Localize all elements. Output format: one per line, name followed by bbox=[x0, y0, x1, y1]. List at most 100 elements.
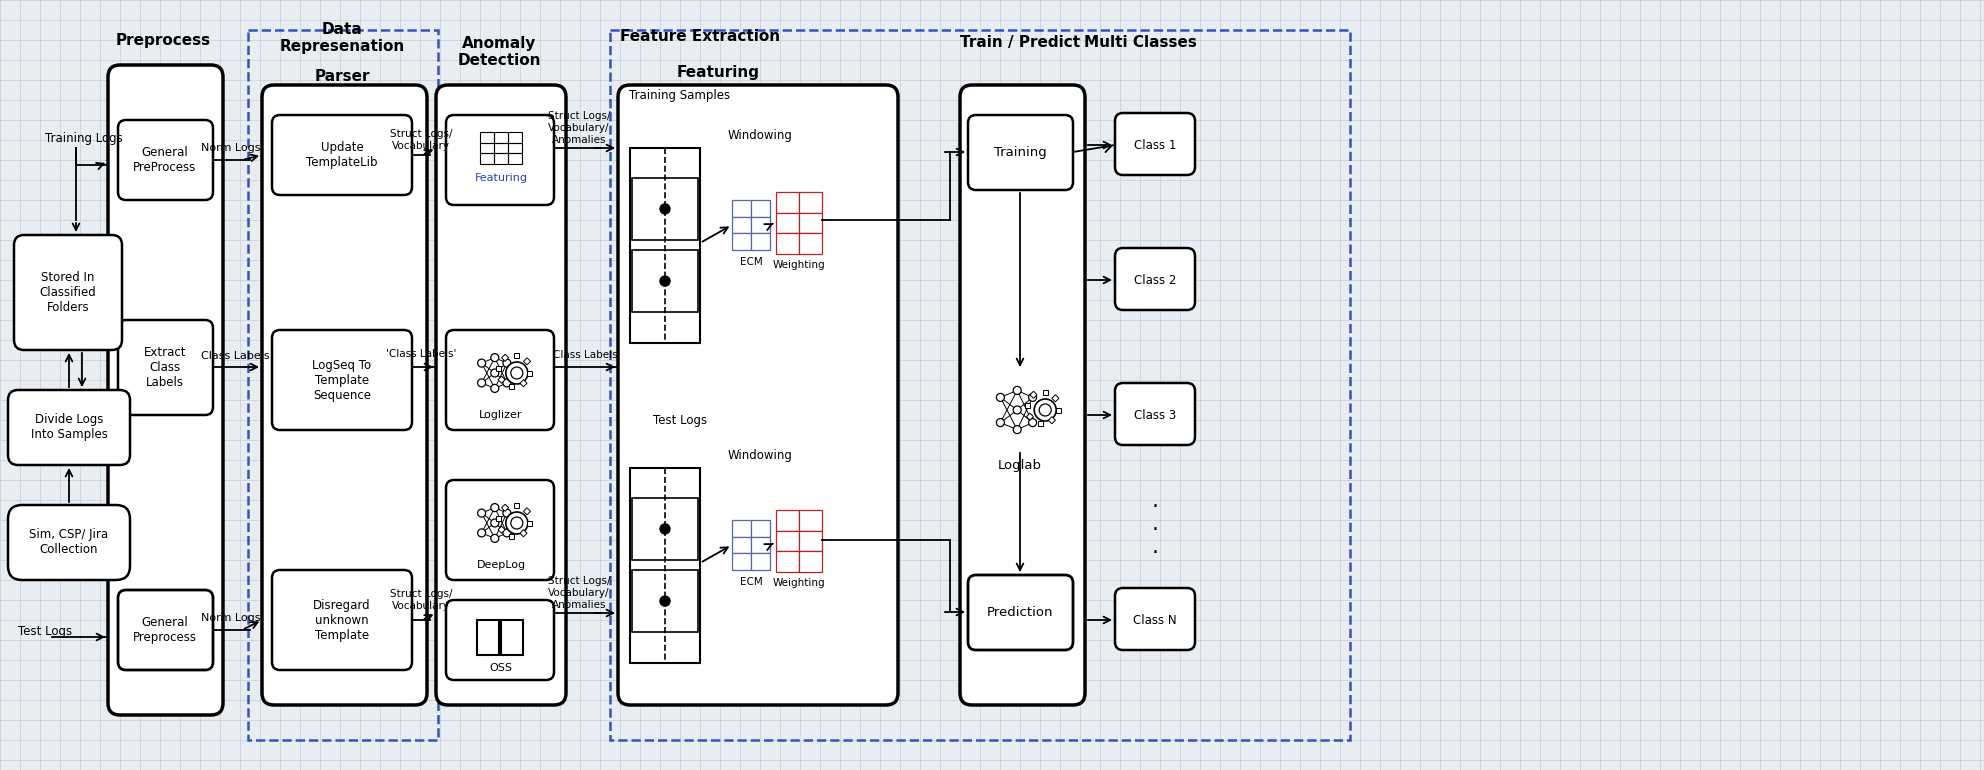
FancyBboxPatch shape bbox=[1115, 588, 1194, 650]
Bar bbox=[520, 380, 528, 387]
Bar bbox=[776, 213, 800, 233]
Bar bbox=[524, 507, 530, 515]
Bar bbox=[752, 216, 770, 233]
Text: 'Class Labels': 'Class Labels' bbox=[385, 349, 456, 359]
Bar bbox=[1030, 391, 1038, 398]
Text: ·
·
·: · · · bbox=[1151, 497, 1159, 563]
Bar bbox=[732, 554, 752, 570]
Bar bbox=[800, 192, 821, 213]
Bar bbox=[248, 30, 438, 740]
Bar bbox=[732, 537, 752, 554]
Bar bbox=[776, 531, 800, 551]
Text: Weighting: Weighting bbox=[772, 578, 825, 588]
Circle shape bbox=[506, 362, 528, 384]
Circle shape bbox=[1040, 404, 1052, 416]
FancyBboxPatch shape bbox=[8, 505, 131, 580]
Circle shape bbox=[661, 204, 671, 214]
FancyBboxPatch shape bbox=[117, 320, 212, 415]
Bar bbox=[502, 504, 508, 511]
Bar bbox=[498, 526, 506, 534]
Bar bbox=[1052, 395, 1059, 402]
Bar bbox=[776, 192, 800, 213]
FancyBboxPatch shape bbox=[262, 85, 427, 705]
Bar bbox=[498, 377, 506, 383]
Bar bbox=[510, 534, 514, 538]
Text: Test Logs: Test Logs bbox=[18, 625, 71, 638]
Bar bbox=[732, 520, 752, 537]
Circle shape bbox=[661, 276, 671, 286]
Text: ECM: ECM bbox=[740, 577, 762, 587]
Bar bbox=[800, 510, 821, 531]
Text: Loglab: Loglab bbox=[998, 458, 1042, 471]
FancyBboxPatch shape bbox=[960, 85, 1085, 705]
Circle shape bbox=[661, 524, 671, 534]
Bar bbox=[631, 148, 700, 343]
Text: Norm Logs: Norm Logs bbox=[200, 613, 260, 623]
Bar bbox=[480, 132, 494, 142]
Bar bbox=[752, 233, 770, 250]
Bar bbox=[494, 153, 508, 164]
Text: Prediction: Prediction bbox=[986, 605, 1054, 618]
Circle shape bbox=[490, 519, 498, 527]
Text: Class 1: Class 1 bbox=[1133, 139, 1177, 152]
Circle shape bbox=[502, 509, 512, 517]
Circle shape bbox=[478, 359, 486, 367]
Text: Windowing: Windowing bbox=[728, 448, 792, 461]
Bar bbox=[752, 537, 770, 554]
Circle shape bbox=[506, 512, 528, 534]
Text: Windowing: Windowing bbox=[728, 129, 792, 142]
Text: Class 3: Class 3 bbox=[1135, 409, 1177, 421]
Bar bbox=[800, 213, 821, 233]
Text: Extract
Class
Labels: Extract Class Labels bbox=[143, 346, 186, 389]
FancyBboxPatch shape bbox=[617, 85, 899, 705]
Bar bbox=[776, 233, 800, 254]
Text: Train / Predict: Train / Predict bbox=[960, 35, 1079, 49]
Text: Class N: Class N bbox=[1133, 614, 1177, 627]
Text: Struct Logs/
Vocabulary/
Anomalies: Struct Logs/ Vocabulary/ Anomalies bbox=[548, 577, 611, 610]
Bar bbox=[480, 153, 494, 164]
Circle shape bbox=[1014, 387, 1022, 394]
Circle shape bbox=[502, 359, 512, 367]
Bar bbox=[631, 570, 698, 632]
Text: Data
Represenation: Data Represenation bbox=[280, 22, 405, 54]
Bar bbox=[732, 216, 752, 233]
Text: Class 2: Class 2 bbox=[1133, 273, 1177, 286]
Bar bbox=[1024, 403, 1030, 407]
FancyBboxPatch shape bbox=[968, 115, 1073, 190]
Circle shape bbox=[1014, 426, 1022, 434]
Bar bbox=[1026, 413, 1034, 420]
Bar bbox=[752, 520, 770, 537]
Bar bbox=[800, 531, 821, 551]
Bar bbox=[732, 233, 752, 250]
FancyBboxPatch shape bbox=[446, 330, 554, 430]
FancyBboxPatch shape bbox=[1115, 383, 1194, 445]
Circle shape bbox=[510, 517, 524, 529]
Text: ECM: ECM bbox=[740, 257, 762, 267]
Text: Loglizer: Loglizer bbox=[480, 410, 522, 420]
FancyBboxPatch shape bbox=[272, 570, 413, 670]
Text: Class Labels: Class Labels bbox=[554, 350, 617, 360]
Text: Training: Training bbox=[994, 146, 1046, 159]
FancyBboxPatch shape bbox=[272, 330, 413, 430]
Text: Preprocess: Preprocess bbox=[115, 32, 210, 48]
Bar bbox=[1055, 407, 1061, 413]
Bar bbox=[776, 510, 800, 531]
Text: Disregard
unknown
Template: Disregard unknown Template bbox=[313, 598, 371, 641]
Circle shape bbox=[1014, 406, 1022, 414]
Text: DeepLog: DeepLog bbox=[476, 560, 526, 570]
Text: LogSeq To
Template
Sequence: LogSeq To Template Sequence bbox=[311, 359, 371, 401]
Bar bbox=[1044, 390, 1048, 394]
Circle shape bbox=[490, 369, 498, 377]
Bar bbox=[528, 370, 532, 376]
Bar bbox=[514, 353, 520, 357]
Bar bbox=[752, 554, 770, 570]
FancyBboxPatch shape bbox=[968, 575, 1073, 650]
Text: Featuring: Featuring bbox=[474, 173, 528, 183]
Bar bbox=[496, 366, 502, 370]
Bar bbox=[609, 30, 1349, 740]
Bar bbox=[732, 200, 752, 216]
Bar bbox=[502, 354, 508, 361]
Circle shape bbox=[996, 419, 1004, 427]
Circle shape bbox=[1034, 399, 1055, 421]
Text: Multi Classes: Multi Classes bbox=[1083, 35, 1196, 49]
